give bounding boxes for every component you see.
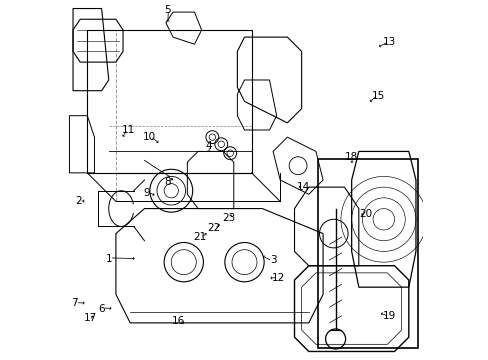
Text: 19: 19 (382, 311, 395, 321)
Text: 7: 7 (71, 298, 78, 308)
Text: 16: 16 (171, 316, 184, 326)
Text: 9: 9 (142, 188, 149, 198)
Text: 11: 11 (122, 125, 135, 135)
Text: 3: 3 (269, 255, 276, 265)
Text: 20: 20 (359, 209, 372, 219)
Text: 18: 18 (345, 152, 358, 162)
Text: 23: 23 (222, 212, 235, 222)
Text: 4: 4 (205, 141, 212, 151)
Text: 14: 14 (296, 182, 309, 192)
Text: 1: 1 (105, 253, 112, 264)
Text: 12: 12 (271, 273, 285, 283)
Text: 21: 21 (193, 232, 206, 242)
Text: 22: 22 (207, 223, 220, 233)
Text: 6: 6 (98, 303, 105, 314)
Text: 8: 8 (164, 177, 171, 187)
Text: 10: 10 (143, 132, 156, 142)
Text: 5: 5 (164, 5, 171, 15)
Text: 15: 15 (371, 91, 384, 101)
Text: 13: 13 (382, 37, 395, 48)
Bar (317, 158, 417, 348)
Text: 2: 2 (75, 197, 81, 206)
Text: 17: 17 (84, 312, 97, 323)
